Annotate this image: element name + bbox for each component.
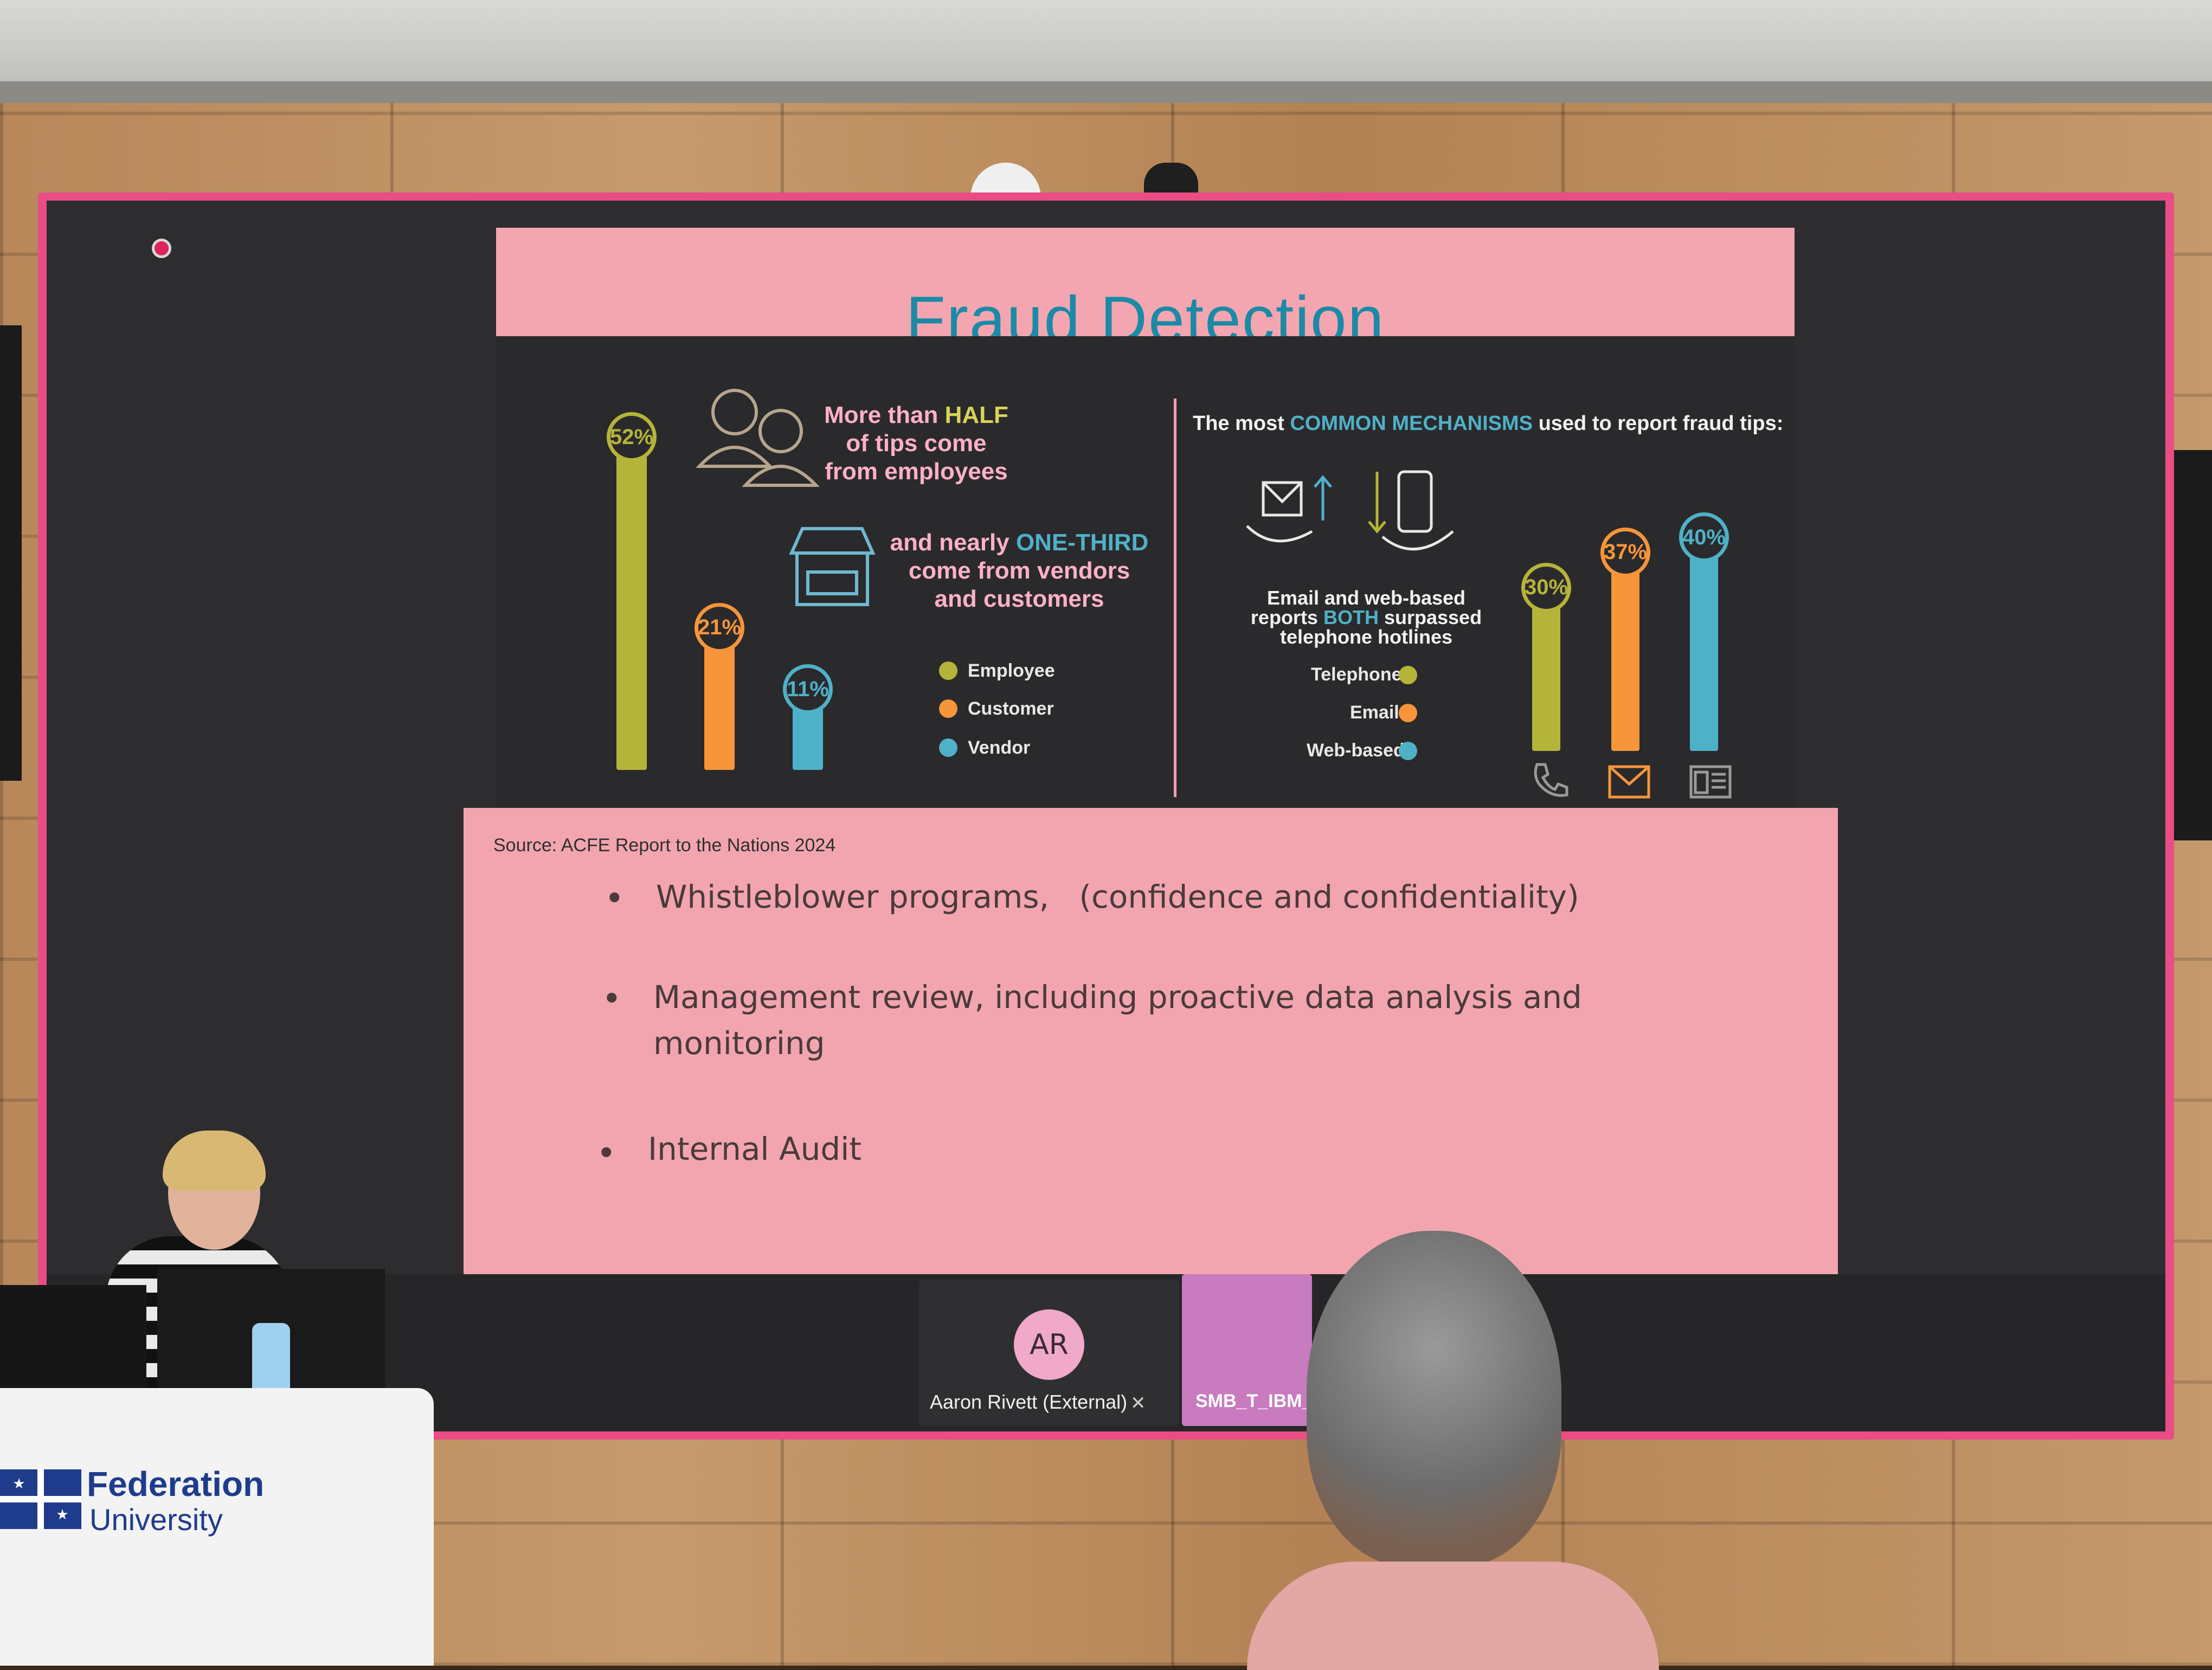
legend-label-email: Email (1350, 702, 1399, 723)
wall-speaker-right (2171, 450, 2212, 840)
tip-source-label-vendor: 11% (783, 664, 833, 715)
right-heading-pre: The most (1193, 412, 1290, 435)
right-note-line2a: reports (1250, 606, 1323, 628)
mechanism-bar-telephone (1532, 600, 1560, 751)
audience-member-body (1247, 1562, 1659, 1670)
mechanism-bar-email (1611, 565, 1639, 751)
sanitizer-bottle (252, 1323, 290, 1393)
right-note: Email and web-based reports BOTH surpass… (1231, 588, 1502, 647)
screen-share-name: SMB_T_IBM_ (1195, 1391, 1313, 1411)
avatar: AR (1014, 1309, 1084, 1380)
right-heading: The most COMMON MECHANISMS used to repor… (1193, 412, 1789, 435)
audience-member-head (1307, 1231, 1561, 1567)
infographic-divider (1174, 399, 1176, 797)
bullet-text-3: Internal Audit (648, 1131, 862, 1167)
bullet-3-icon: • (596, 1133, 616, 1173)
svg-text:★: ★ (56, 1507, 68, 1523)
email-report-icon (1246, 475, 1332, 543)
employees-icon (696, 389, 820, 487)
bullet-1-icon: • (605, 878, 625, 918)
podium-brand-line1: Federation (87, 1465, 265, 1504)
legend-label-employee: Employee (968, 660, 1055, 681)
participant-name: Aaron Rivett (External) (930, 1391, 1128, 1413)
right-note-line2b: surpassed (1378, 606, 1482, 628)
ceiling-edge (0, 81, 2212, 103)
podium-brand-line2: University (89, 1502, 223, 1537)
left-sub-line3: and customers (934, 586, 1104, 612)
phone-report-icon (1368, 470, 1454, 551)
svg-text:★: ★ (12, 1476, 25, 1492)
left-heading-line3: from employees (825, 458, 1008, 485)
left-heading-half: HALF (944, 402, 1008, 428)
legend-dot-vendor (939, 738, 957, 757)
presenter-hair (163, 1131, 266, 1190)
tip-source-bar-customer (704, 640, 735, 770)
left-heading-text: More than (824, 402, 945, 428)
bullet-text-1: Whistleblower programs, (confidence and … (656, 878, 1579, 915)
left-sub-text: and nearly (890, 529, 1016, 556)
legend-dot-employee (939, 661, 957, 680)
telephone-icon (1534, 763, 1568, 797)
legend-label-vendor: Vendor (968, 737, 1031, 758)
left-heading: More than HALF of tips come from employe… (802, 401, 1030, 486)
slide-source: Source: ACFE Report to the Nations 2024 (493, 835, 836, 856)
mechanism-label-telephone: 30% (1521, 562, 1571, 613)
left-sub-line2: come from vendors (908, 557, 1130, 584)
tip-source-bar-employee (616, 450, 647, 770)
right-heading-highlight: COMMON MECHANISMS (1290, 412, 1533, 435)
tip-source-label-customer: 21% (695, 602, 744, 653)
recording-indicator-icon (152, 239, 171, 258)
muted-mic-icon: ✕ (1130, 1392, 1146, 1414)
legend-dot-telephone (1399, 666, 1417, 684)
legend-label-customer: Customer (968, 698, 1054, 719)
slide-body (464, 808, 1838, 1274)
screen-share-tile[interactable] (1182, 1274, 1312, 1426)
mechanism-label-web-based: 40% (1679, 512, 1729, 562)
laptop-left (0, 1285, 146, 1393)
left-heading-line2: of tips come (846, 430, 987, 457)
left-subheading: and nearly ONE-THIRD come from vendors a… (867, 529, 1171, 613)
legend-dot-customer (939, 699, 957, 718)
bullet-text-2-cont: monitoring (653, 1025, 825, 1062)
vendor-shop-icon (789, 527, 876, 606)
right-note-line3: telephone hotlines (1279, 626, 1453, 648)
mechanism-bar-web-based (1690, 550, 1718, 751)
legend-label-web-based: Web-based (1307, 740, 1405, 761)
wall-speaker-left (0, 325, 22, 781)
bullet-2-icon: • (602, 979, 622, 1018)
slide-header (496, 228, 1795, 336)
bullet-text-2: Management review, including proactive d… (653, 979, 1582, 1016)
right-heading-post: used to report fraud tips: (1533, 412, 1784, 435)
legend-dot-email (1399, 704, 1417, 722)
legend-dot-web-based (1399, 742, 1417, 760)
web-page-icon (1689, 765, 1732, 799)
left-sub-third: ONE-THIRD (1015, 529, 1149, 556)
right-note-both: BOTH (1323, 606, 1379, 628)
right-note-line1: Email and web-based (1266, 587, 1466, 609)
mechanism-label-email: 37% (1600, 527, 1650, 577)
envelope-icon (1608, 765, 1650, 799)
legend-label-telephone: Telephone (1311, 664, 1402, 685)
tip-source-label-employee: 52% (607, 412, 657, 462)
ceiling (0, 0, 2212, 92)
federation-logo-icon: ★ ★ (0, 1469, 81, 1529)
